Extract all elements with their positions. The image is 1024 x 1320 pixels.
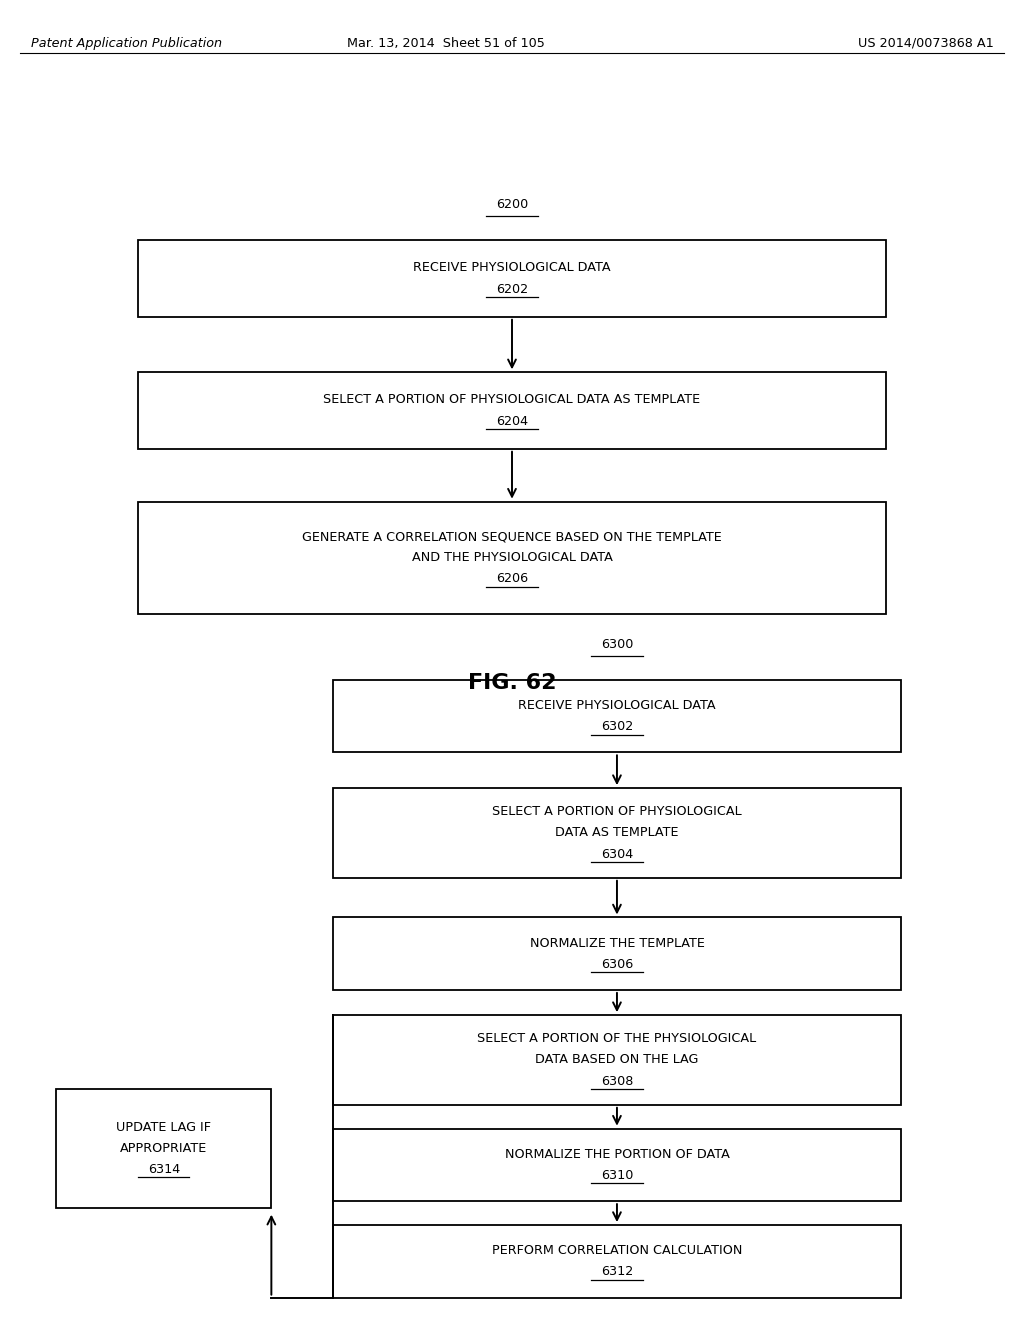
- FancyBboxPatch shape: [333, 788, 901, 878]
- Text: 6204: 6204: [496, 414, 528, 428]
- Text: PERFORM CORRELATION CALCULATION: PERFORM CORRELATION CALCULATION: [492, 1245, 742, 1257]
- Text: NORMALIZE THE TEMPLATE: NORMALIZE THE TEMPLATE: [529, 937, 705, 949]
- Text: Patent Application Publication: Patent Application Publication: [31, 37, 222, 50]
- Text: RECEIVE PHYSIOLOGICAL DATA: RECEIVE PHYSIOLOGICAL DATA: [414, 261, 610, 275]
- Text: 6308: 6308: [601, 1074, 633, 1088]
- FancyBboxPatch shape: [333, 1015, 901, 1105]
- FancyBboxPatch shape: [333, 1225, 901, 1298]
- Text: GENERATE A CORRELATION SEQUENCE BASED ON THE TEMPLATE: GENERATE A CORRELATION SEQUENCE BASED ON…: [302, 531, 722, 543]
- Text: 6306: 6306: [601, 958, 633, 970]
- Text: US 2014/0073868 A1: US 2014/0073868 A1: [857, 37, 993, 50]
- FancyBboxPatch shape: [333, 1129, 901, 1201]
- FancyBboxPatch shape: [138, 240, 886, 317]
- Text: 6300: 6300: [601, 638, 633, 651]
- Text: NORMALIZE THE PORTION OF DATA: NORMALIZE THE PORTION OF DATA: [505, 1148, 729, 1160]
- Text: 6200: 6200: [496, 198, 528, 211]
- Text: 6202: 6202: [496, 282, 528, 296]
- Text: DATA BASED ON THE LAG: DATA BASED ON THE LAG: [536, 1053, 698, 1067]
- Text: RECEIVE PHYSIOLOGICAL DATA: RECEIVE PHYSIOLOGICAL DATA: [518, 700, 716, 711]
- Text: 6310: 6310: [601, 1170, 633, 1181]
- Text: 6206: 6206: [496, 573, 528, 585]
- Text: DATA AS TEMPLATE: DATA AS TEMPLATE: [555, 826, 679, 840]
- Text: Mar. 13, 2014  Sheet 51 of 105: Mar. 13, 2014 Sheet 51 of 105: [346, 37, 545, 50]
- FancyBboxPatch shape: [56, 1089, 271, 1208]
- Text: 6314: 6314: [147, 1163, 180, 1176]
- Text: SELECT A PORTION OF PHYSIOLOGICAL: SELECT A PORTION OF PHYSIOLOGICAL: [493, 805, 741, 818]
- FancyBboxPatch shape: [138, 502, 886, 614]
- Text: 6304: 6304: [601, 847, 633, 861]
- FancyBboxPatch shape: [333, 917, 901, 990]
- Text: APPROPRIATE: APPROPRIATE: [120, 1142, 208, 1155]
- Text: SELECT A PORTION OF THE PHYSIOLOGICAL: SELECT A PORTION OF THE PHYSIOLOGICAL: [477, 1032, 757, 1045]
- Text: UPDATE LAG IF: UPDATE LAG IF: [117, 1121, 211, 1134]
- Text: FIG. 62: FIG. 62: [468, 673, 556, 693]
- Text: AND THE PHYSIOLOGICAL DATA: AND THE PHYSIOLOGICAL DATA: [412, 552, 612, 564]
- FancyBboxPatch shape: [138, 372, 886, 449]
- Text: 6302: 6302: [601, 721, 633, 733]
- FancyBboxPatch shape: [333, 680, 901, 752]
- Text: SELECT A PORTION OF PHYSIOLOGICAL DATA AS TEMPLATE: SELECT A PORTION OF PHYSIOLOGICAL DATA A…: [324, 393, 700, 407]
- Text: 6312: 6312: [601, 1266, 633, 1278]
